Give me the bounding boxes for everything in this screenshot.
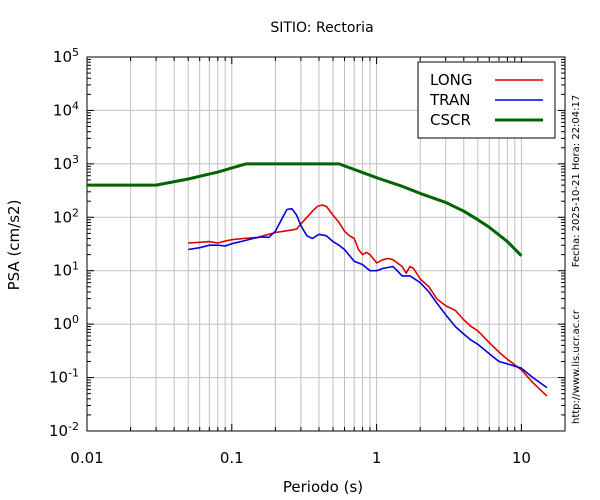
series-line-cscr [87, 162, 523, 257]
x-tick-labels: 0.01 0.1 1 10 [70, 449, 531, 467]
x-tick-label: 1 [372, 449, 382, 467]
legend-label-tran: TRAN [429, 91, 470, 109]
plot-frame [86, 56, 566, 432]
x-tick-label: 0.1 [220, 449, 244, 467]
series-line-tran [188, 207, 548, 389]
x-tick-label: 10 [512, 449, 531, 467]
series-line-long [188, 204, 548, 397]
y-tick-label: 105 [53, 46, 79, 66]
chart-title: SITIO: Rectoria [270, 20, 373, 36]
y-tick-label: 104 [53, 99, 79, 119]
legend-label-cscr: CSCR [430, 111, 471, 129]
x-axis-label: Periodo (s) [283, 478, 363, 496]
y-tick-label: 10-2 [49, 420, 79, 440]
y-tick-label: 101 [53, 260, 79, 280]
y-tick-marks [87, 56, 565, 432]
y-tick-labels: 10-2 10-1 100 101 102 103 104 105 [49, 46, 79, 440]
x-tick-label: 0.01 [70, 449, 103, 467]
x-tick-marks [86, 57, 566, 431]
y-tick-label: 102 [53, 206, 79, 226]
y-tick-label: 100 [53, 313, 79, 333]
source-url-text: http://www.lis.ucr.ac.cr [571, 309, 582, 424]
series-lines [87, 162, 548, 397]
legend: LONG TRAN CSCR [417, 61, 556, 139]
grid [86, 56, 566, 432]
legend-label-long: LONG [430, 71, 472, 89]
timestamp-text: Fecha: 2025-10-21 Hora: 22:04:17 [571, 95, 582, 268]
y-tick-label: 103 [53, 153, 79, 173]
y-tick-label: 10-1 [49, 367, 79, 387]
y-axis-label: PSA (cm/s2) [5, 200, 23, 291]
